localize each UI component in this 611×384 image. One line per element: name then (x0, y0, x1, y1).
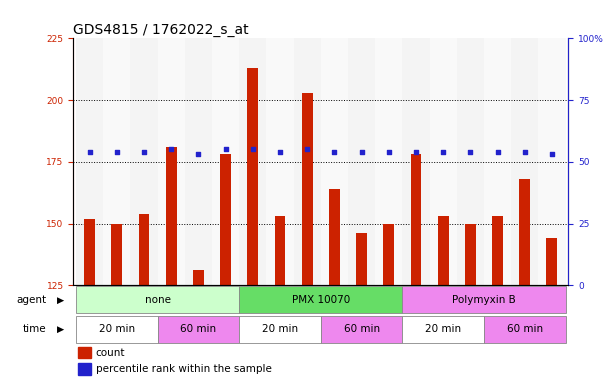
Bar (383, 223, 394, 285)
Bar (321, 38, 348, 285)
Point (302, 146, 312, 152)
Bar (185, 38, 212, 285)
Point (438, 149, 448, 155)
Point (357, 149, 367, 155)
Text: agent: agent (16, 295, 46, 305)
Bar (158, 38, 185, 285)
Bar (457, 38, 484, 285)
Bar (511, 38, 538, 285)
Bar (220, 154, 231, 285)
Bar (239, 286, 403, 313)
Point (466, 149, 475, 155)
Bar (84, 218, 95, 285)
Bar (411, 154, 422, 285)
Bar (193, 270, 204, 285)
Text: 60 min: 60 min (343, 324, 379, 334)
Text: count: count (95, 348, 125, 358)
Text: none: none (145, 295, 170, 305)
Bar (492, 216, 503, 285)
Point (112, 149, 122, 155)
Text: ▶: ▶ (57, 295, 64, 305)
Bar (348, 38, 375, 285)
Bar (403, 316, 484, 343)
Bar (321, 316, 403, 343)
Bar (212, 38, 239, 285)
Bar (484, 316, 566, 343)
Text: Polymyxin B: Polymyxin B (452, 295, 516, 305)
Bar (484, 38, 511, 285)
Text: 20 min: 20 min (425, 324, 461, 334)
Point (139, 149, 149, 155)
Point (411, 149, 421, 155)
Point (384, 149, 393, 155)
Point (85, 149, 95, 155)
Bar (274, 216, 285, 285)
Bar (519, 179, 530, 285)
Text: percentile rank within the sample: percentile rank within the sample (95, 364, 271, 374)
Bar (538, 38, 566, 285)
Bar (76, 38, 103, 285)
Point (194, 151, 203, 157)
Point (329, 149, 339, 155)
Bar (356, 233, 367, 285)
Bar (111, 223, 122, 285)
Bar (329, 189, 340, 285)
Bar (403, 38, 430, 285)
Bar (437, 216, 448, 285)
Point (221, 146, 230, 152)
Bar (302, 93, 313, 285)
Bar (266, 38, 293, 285)
Bar (546, 238, 557, 285)
Text: 60 min: 60 min (507, 324, 543, 334)
Bar (247, 68, 258, 285)
Point (166, 146, 176, 152)
Point (547, 151, 557, 157)
Text: time: time (23, 324, 46, 334)
Text: 60 min: 60 min (180, 324, 216, 334)
Bar (78, 363, 90, 375)
Bar (103, 38, 130, 285)
Text: 20 min: 20 min (262, 324, 298, 334)
Bar (76, 286, 239, 313)
Bar (76, 316, 158, 343)
Text: GDS4815 / 1762022_s_at: GDS4815 / 1762022_s_at (73, 23, 249, 37)
Point (248, 146, 258, 152)
Point (520, 149, 530, 155)
Point (275, 149, 285, 155)
Bar (375, 38, 403, 285)
Bar (166, 147, 177, 285)
Bar (239, 316, 321, 343)
Bar (293, 38, 321, 285)
Bar (239, 38, 266, 285)
Bar (403, 286, 566, 313)
Bar (130, 38, 158, 285)
Bar (465, 223, 476, 285)
Point (492, 149, 502, 155)
Text: PMX 10070: PMX 10070 (291, 295, 350, 305)
Bar (139, 214, 150, 285)
Text: 20 min: 20 min (99, 324, 135, 334)
Bar (78, 347, 90, 359)
Bar (430, 38, 457, 285)
Text: ▶: ▶ (57, 325, 64, 334)
Bar (158, 316, 239, 343)
